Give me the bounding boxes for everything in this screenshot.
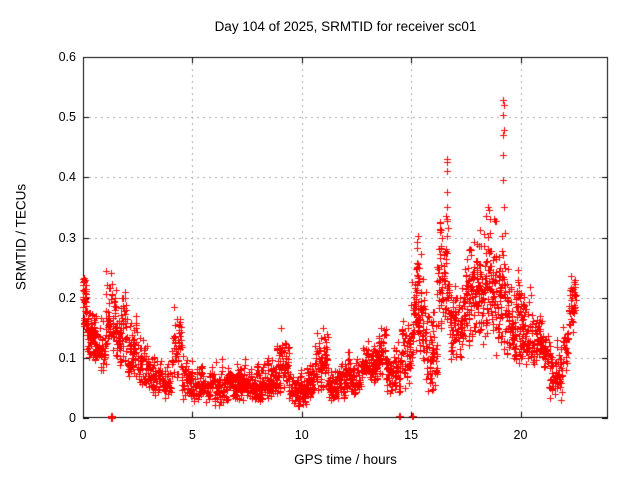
y-tick-label: 0 (69, 411, 76, 425)
y-tick-label: 0.3 (58, 230, 76, 245)
x-tick-label: 5 (188, 428, 196, 442)
chart-title: Day 104 of 2025, SRMTID for receiver sc0… (214, 19, 477, 34)
x-tick-label: 20 (513, 428, 528, 442)
x-tick-label: 10 (294, 428, 309, 442)
y-tick-label: 0.4 (58, 170, 76, 185)
y-axis-label: SRMTID / TECUs (13, 183, 29, 291)
x-axis-label: GPS time / hours (294, 452, 397, 467)
x-tick-label: 15 (404, 428, 419, 442)
y-tick-label: 0.1 (58, 350, 76, 365)
x-tick-label: 0 (79, 428, 87, 442)
y-tick-label: 0.5 (58, 110, 76, 125)
y-tick-label: 0.2 (58, 290, 76, 305)
y-tick-label: 0.6 (58, 50, 76, 64)
